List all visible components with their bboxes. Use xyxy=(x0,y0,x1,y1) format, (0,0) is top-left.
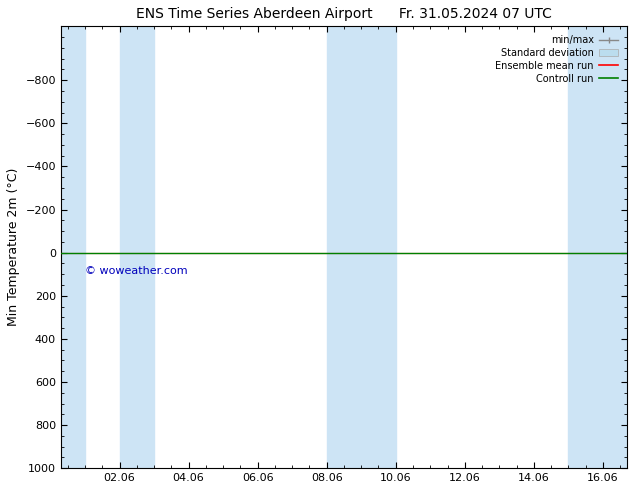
Bar xyxy=(61,26,85,468)
Bar xyxy=(568,26,627,468)
Legend: min/max, Standard deviation, Ensemble mean run, Controll run: min/max, Standard deviation, Ensemble me… xyxy=(491,31,622,88)
Y-axis label: Min Temperature 2m (°C): Min Temperature 2m (°C) xyxy=(7,168,20,326)
Bar xyxy=(327,26,361,468)
Title: ENS Time Series Aberdeen Airport      Fr. 31.05.2024 07 UTC: ENS Time Series Aberdeen Airport Fr. 31.… xyxy=(136,7,552,21)
Bar xyxy=(361,26,396,468)
Text: © woweather.com: © woweather.com xyxy=(85,266,188,275)
Bar xyxy=(120,26,154,468)
